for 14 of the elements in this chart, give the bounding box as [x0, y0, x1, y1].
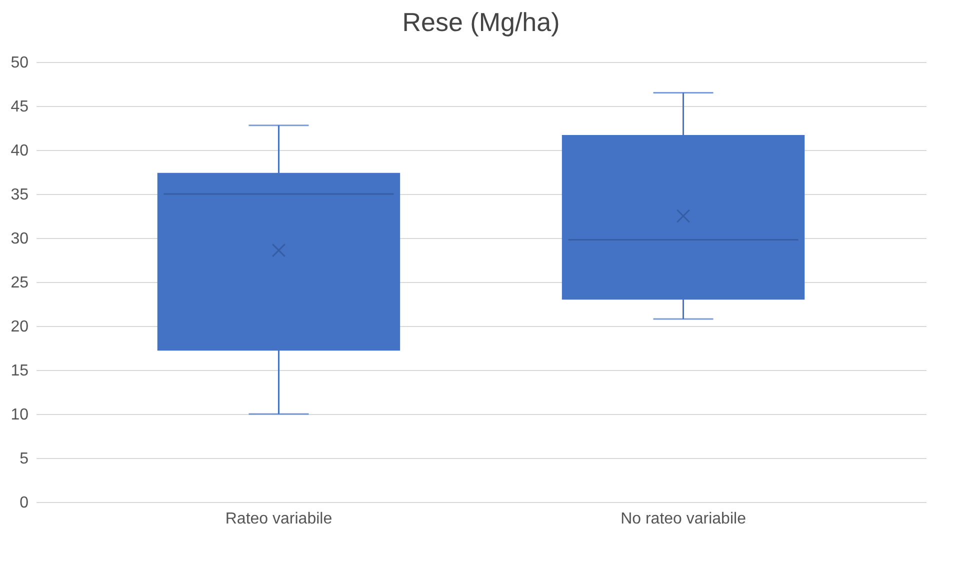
y-tick-label: 50 [10, 54, 29, 72]
y-tick-label: 15 [10, 362, 29, 380]
chart-title: Rese (Mg/ha) [402, 7, 560, 37]
y-tick-label: 35 [10, 186, 29, 204]
y-tick-label: 5 [20, 450, 29, 468]
y-tick-label: 20 [10, 318, 29, 336]
y-tick-label: 30 [10, 230, 29, 248]
y-tick-label: 0 [20, 494, 29, 512]
y-tick-label: 25 [10, 274, 29, 292]
y-tick-label: 10 [10, 406, 29, 424]
x-tick-label: No rateo variabile [620, 510, 746, 528]
y-tick-label: 40 [10, 142, 29, 160]
x-tick-label: Rateo variabile [225, 510, 332, 528]
y-tick-label: 45 [10, 98, 29, 116]
